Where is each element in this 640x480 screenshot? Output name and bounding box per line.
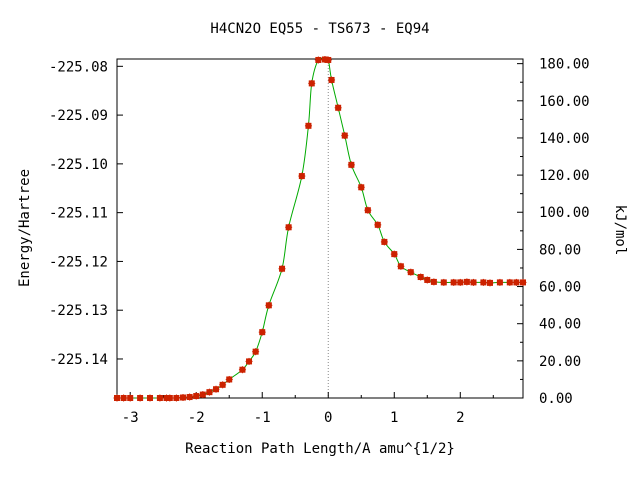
data-point [423,276,431,284]
data-point [298,172,306,180]
data-point [265,301,273,309]
data-point [308,79,316,87]
x-tick-label: -2 [188,410,205,426]
data-point [186,393,194,401]
y2-tick-label: 100.00 [539,205,590,221]
data-point [179,394,187,402]
x-tick-label: 2 [456,410,464,426]
y-tick-label: -225.09 [49,108,108,124]
data-point [328,76,336,84]
data-point [245,357,253,365]
data-point [397,262,405,270]
data-point [519,278,527,286]
data-point [496,278,504,286]
data-point [450,278,458,286]
data-point [314,56,322,64]
y2-tick-label: 180.00 [539,57,590,73]
data-markers [113,55,527,402]
data-point [486,279,494,287]
chart-title: H4CN2O EQ55 - TS673 - EQ94 [210,21,429,37]
data-point [430,278,438,286]
data-point [252,348,260,356]
data-point [380,238,388,246]
x-tick-label: -3 [122,410,139,426]
data-point [407,268,415,276]
data-point [463,278,471,286]
data-point [278,265,286,273]
data-point [120,394,128,402]
y2-tick-label: 160.00 [539,94,590,110]
data-point [113,394,121,402]
y-axis-label: Energy/Hartree [17,169,33,287]
y2-tick-label: 140.00 [539,131,590,147]
data-point [506,278,514,286]
data-point [374,221,382,229]
data-point [258,328,266,336]
y-tick-label: -225.12 [49,254,108,270]
y2-tick-label: 40.00 [539,317,581,333]
data-point [219,381,227,389]
y2-tick-label: 120.00 [539,168,590,184]
y2-tick-label: 20.00 [539,354,581,370]
x-tick-label: -1 [254,410,271,426]
x-tick-label: 1 [390,410,398,426]
data-point [136,394,144,402]
y2-axis-label: kJ/mol [612,205,628,256]
data-point [357,183,365,191]
data-point [192,392,200,400]
data-point [334,104,342,112]
y2-tick-label: 60.00 [539,280,581,296]
data-point [304,122,312,130]
data-point [479,278,487,286]
y-tick-label: -225.14 [49,352,108,368]
y-tick-label: -225.08 [49,59,108,75]
y-tick-label: -225.13 [49,303,108,319]
data-point [126,394,134,402]
y-axis-right: 0.00 20.00 40.00 60.00 80.00 100.00 120.00 140.… [517,57,590,407]
data-point [166,394,174,402]
y-tick-label: -225.10 [49,157,108,173]
data-point [347,161,355,169]
data-point [512,278,520,286]
data-point [212,385,220,393]
data-point [146,394,154,402]
data-point [341,132,349,140]
data-point [417,273,425,281]
data-point [156,394,164,402]
data-point [205,388,213,396]
data-point [364,206,372,214]
data-point [225,375,233,383]
x-tick-label: 0 [324,410,332,426]
data-point [199,391,207,399]
y2-tick-label: 80.00 [539,242,581,258]
data-point [469,278,477,286]
data-point [172,394,180,402]
x-axis-label: Reaction Path Length/A amu^{1/2} [185,441,455,457]
data-point [440,278,448,286]
data-point [238,366,246,374]
data-point [456,278,464,286]
data-point [390,250,398,258]
y2-tick-label: 0.00 [539,391,573,407]
y-axis-left: -225.08 -225.09 -225.10 -225.11 -225.12 -225.… [49,59,123,368]
data-point [324,56,332,64]
y-tick-label: -225.11 [49,206,108,222]
data-point [285,223,293,231]
